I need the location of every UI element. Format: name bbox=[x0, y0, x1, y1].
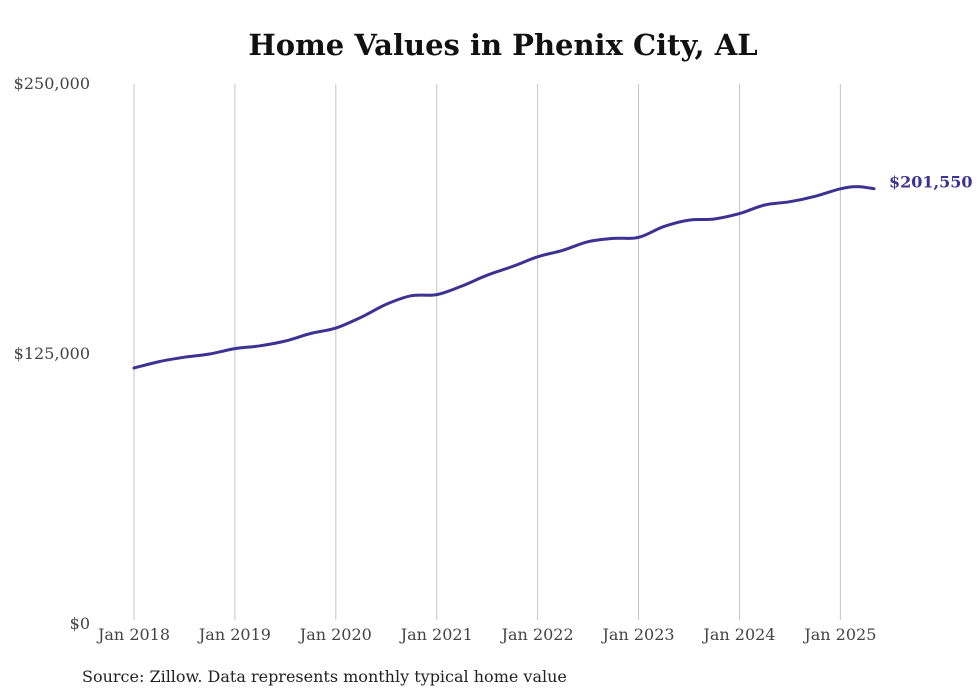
x-axis-ticks: Jan 2018 Jan 2019 Jan 2020 Jan 2021 Jan 2022… bbox=[96, 625, 876, 644]
y-axis-ticks: $0 $125,000 $250,000 bbox=[14, 74, 90, 633]
source-note: Source: Zillow. Data represents monthly … bbox=[82, 667, 567, 686]
x-tick-label: Jan 2025 bbox=[802, 625, 876, 644]
x-tick-label: Jan 2021 bbox=[399, 625, 473, 644]
y-tick-label: $0 bbox=[70, 614, 90, 633]
y-tick-label: $125,000 bbox=[14, 344, 90, 363]
home-value-line bbox=[132, 185, 876, 370]
x-tick-label: Jan 2022 bbox=[500, 625, 574, 644]
x-tick-label: Jan 2019 bbox=[197, 625, 271, 644]
x-tick-label: Jan 2020 bbox=[298, 625, 372, 644]
x-tick-label: Jan 2024 bbox=[701, 625, 775, 644]
x-tick-label: Jan 2023 bbox=[601, 625, 675, 644]
grid-lines bbox=[133, 84, 841, 620]
end-value-label: $201,550 bbox=[889, 173, 973, 192]
chart-title: Home Values in Phenix City, AL bbox=[248, 28, 758, 62]
x-tick-label: Jan 2018 bbox=[96, 625, 170, 644]
series-layer: $201,550 bbox=[132, 173, 973, 370]
y-tick-label: $250,000 bbox=[14, 74, 90, 93]
